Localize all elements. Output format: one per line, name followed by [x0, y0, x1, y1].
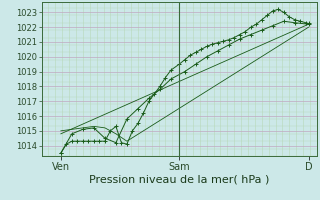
X-axis label: Pression niveau de la mer( hPa ): Pression niveau de la mer( hPa ): [89, 174, 269, 184]
